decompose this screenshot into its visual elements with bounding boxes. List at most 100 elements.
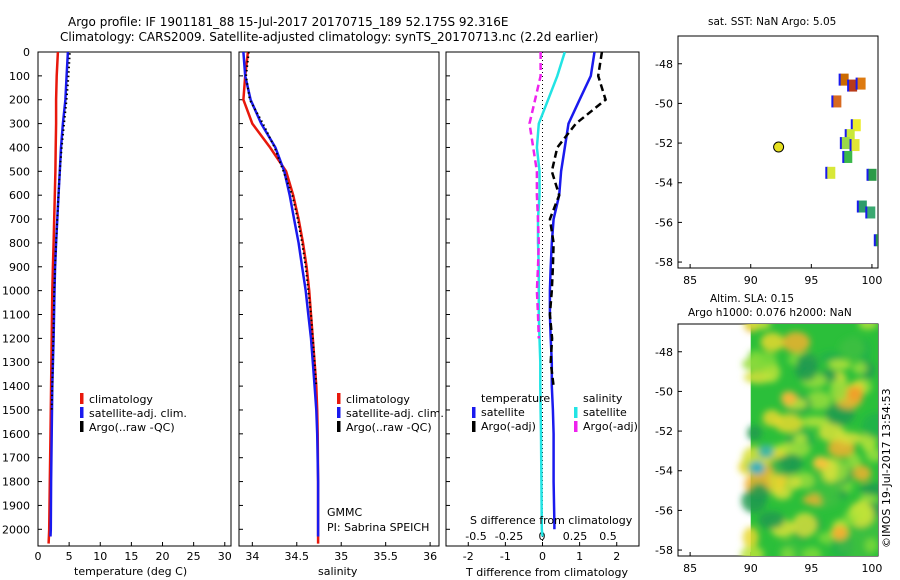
sla-cell	[830, 534, 853, 556]
sst-swath-edge	[842, 150, 845, 163]
legend-label-sal-satellite: satellite	[583, 406, 627, 419]
legend-label-satellite: satellite-adj. clim.	[346, 407, 444, 420]
sst-swath	[846, 129, 855, 142]
legend-swatch-sal-satellite	[574, 407, 578, 418]
salinity-xtick-label: 34	[245, 550, 259, 563]
depth-tick-label: 500	[9, 165, 30, 178]
depth-tick-label: 2000	[2, 523, 30, 536]
sla-cell	[829, 378, 848, 403]
salinity-difference-top-label: S difference from climatology	[470, 514, 633, 527]
sst-map-frame	[677, 35, 879, 269]
sla-cell	[747, 425, 762, 441]
depth-tick-label: 1000	[2, 285, 30, 298]
temperature-xtick-label: 30	[218, 550, 232, 563]
difference-legend: temperature salinity satellite Argo(-adj…	[472, 392, 638, 433]
sla-cell	[852, 465, 872, 482]
legend-label-argo: Argo(..raw -QC)	[89, 421, 175, 434]
depth-tick-label: 1200	[2, 332, 30, 345]
sst-swath-edge	[847, 79, 850, 92]
legend-label-sal-argo: Argo(-adj)	[583, 420, 638, 433]
legend-swatch-argo	[337, 421, 341, 432]
sst-swath-edge	[839, 137, 843, 150]
depth-tick-label: 1500	[2, 404, 30, 417]
legend-swatch-sal-argo	[574, 421, 578, 432]
sst-swath-edge	[873, 234, 877, 247]
salinity-xtick-label: 36	[423, 550, 437, 563]
sst-swath	[840, 73, 849, 86]
sla-cell	[749, 460, 766, 475]
sla-cell	[831, 525, 848, 540]
sla-cell	[795, 359, 818, 382]
difference-axis-label: T difference from climatology	[465, 566, 628, 579]
depth-tick-label: 1900	[2, 499, 30, 512]
salinity-xtick-label: 34.5	[285, 550, 310, 563]
salinity-xtick-label: 35	[334, 550, 348, 563]
sla-field-texture	[738, 324, 878, 556]
legend-swatch-temp-argo	[472, 421, 476, 432]
sst-swath-edge	[844, 129, 848, 142]
salinity-legend: climatology satellite-adj. clim. Argo(..…	[337, 393, 444, 434]
depth-tick-label: 600	[9, 189, 30, 202]
legend-label-temp-satellite: satellite	[481, 406, 525, 419]
sst-swath	[849, 79, 858, 92]
sla-field	[738, 324, 878, 556]
legend-label-argo: Argo(..raw -QC)	[346, 421, 432, 434]
sla-cell	[792, 512, 818, 538]
sla-cell	[762, 409, 782, 427]
sst-map-ytick-label: -54	[655, 177, 673, 190]
sst-map-ytick-label: -50	[655, 97, 673, 110]
sla-cell	[849, 504, 872, 522]
sla-cell	[812, 456, 829, 471]
sst-map-xtick-label: 90	[744, 274, 758, 287]
sla-cell	[774, 413, 804, 433]
sst-swath	[858, 200, 867, 213]
maps-group: 85 90 95 100 -48 -50 -52 -54 -56 -58 85 90 95 100 -48 -…	[655, 58, 882, 575]
sst-swath	[867, 206, 876, 219]
legend-header-temperature: temperature	[481, 392, 550, 405]
salinity-series-satellite-adj-clim	[242, 52, 320, 537]
salinity-diff-tick-label: -0.5	[465, 530, 486, 543]
temperature-xtick-label: 20	[156, 550, 170, 563]
differences-series-temperature-satellite	[548, 52, 596, 530]
sst-map-ytick-label: -48	[655, 58, 673, 71]
depth-tick-label: 900	[9, 261, 30, 274]
sla-cell	[818, 482, 842, 508]
sla-cell	[758, 511, 785, 529]
sst-swath-edge	[849, 139, 853, 152]
legend-swatch-argo	[80, 421, 84, 432]
sst-map-xtick-label: 95	[804, 274, 818, 287]
argo-float-marker	[773, 141, 785, 153]
sst-map-ytick-label: -58	[655, 256, 673, 269]
sla-cell	[782, 331, 811, 354]
differences-xtick-label: 2	[613, 550, 620, 563]
sla-map-ytick-label: -52	[655, 425, 673, 438]
sst-map-ytick-label: -52	[655, 137, 673, 150]
series-group	[47, 52, 608, 546]
sst-swath	[851, 139, 860, 152]
depth-tick-label: 200	[9, 94, 30, 107]
depth-tick-label: 800	[9, 237, 30, 250]
sla-cell	[846, 453, 862, 469]
salinity-xtick-label: 35.5	[373, 550, 398, 563]
sst-swath	[852, 119, 861, 132]
depth-tick-label: 100	[9, 70, 30, 83]
sla-cell	[758, 444, 774, 459]
sla-map-title-line1: Altim. SLA: 0.15	[710, 293, 794, 305]
sst-swath	[841, 137, 850, 150]
sla-map-xtick-label: 100	[861, 562, 882, 575]
sla-cell	[779, 453, 803, 473]
salinity-axis-label: salinity	[318, 565, 358, 578]
differences-series-salinity-argo-adj	[528, 52, 542, 339]
temperature-axis-label: temperature (deg C)	[74, 565, 187, 578]
sla-map-xtick-label: 90	[744, 562, 758, 575]
salinity-diff-tick-label: 0.5	[599, 530, 617, 543]
sla-cell	[742, 526, 759, 549]
sla-cell	[828, 359, 852, 370]
salinity-panel-frame	[238, 51, 440, 547]
legend-header-salinity: salinity	[583, 392, 623, 405]
sla-cell	[861, 412, 878, 439]
sla-cell	[743, 324, 772, 330]
legend-swatch-satellite	[337, 407, 341, 418]
temperature-xtick-label: 15	[124, 550, 138, 563]
sla-cell	[842, 336, 864, 360]
